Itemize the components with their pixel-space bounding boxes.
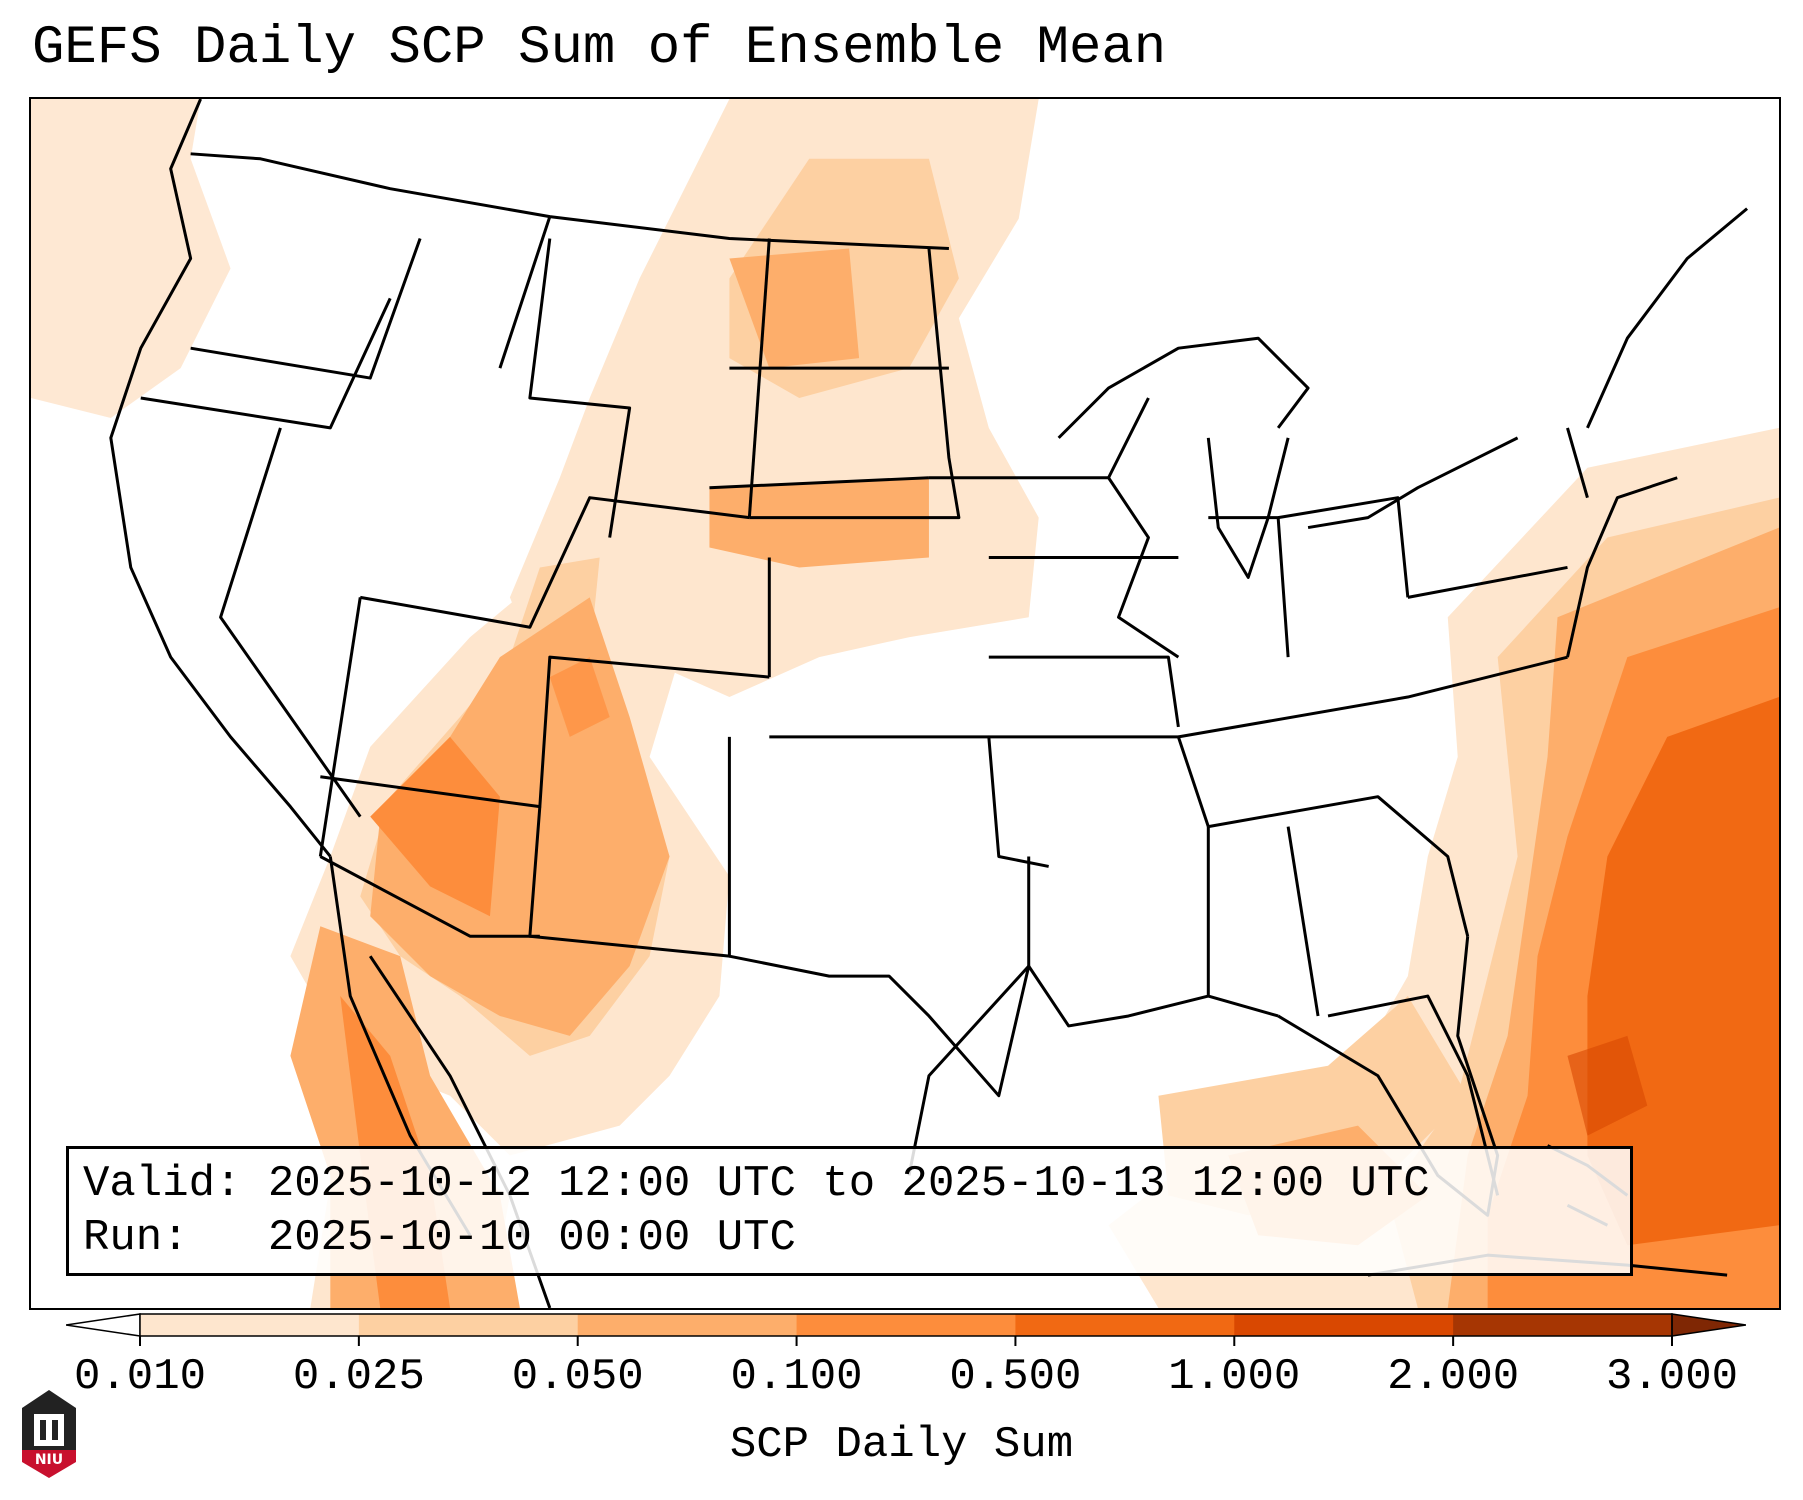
colorbar-outline bbox=[139, 1313, 1673, 1337]
colorbar-over-arrow bbox=[1671, 1313, 1746, 1337]
colorbar-segment bbox=[1015, 1314, 1235, 1336]
colorbar-segment bbox=[1453, 1314, 1673, 1336]
run-value: 2025-10-10 00:00 UTC bbox=[267, 1213, 796, 1263]
colorbar-ticks: 0.010 0.025 0.050 0.100 0.500 1.000 2.000 3.000 bbox=[0, 1352, 1803, 1412]
valid-line: Valid: 2025-10-12 12:00 UTC to 2025-10-1… bbox=[83, 1157, 1616, 1211]
colorbar-under-arrow bbox=[66, 1313, 141, 1337]
run-line: Run: 2025-10-10 00:00 UTC bbox=[83, 1211, 1616, 1265]
logo-text: NIU bbox=[34, 1452, 64, 1468]
run-label: Run: bbox=[83, 1213, 189, 1263]
scp-shading bbox=[31, 99, 1779, 1308]
colorbar-segment bbox=[358, 1314, 579, 1336]
colorbar-segment bbox=[140, 1314, 360, 1336]
colorbar-tick-label: 0.500 bbox=[949, 1352, 1082, 1402]
logo-red-band bbox=[22, 1450, 76, 1478]
colorbar-segment bbox=[796, 1314, 1016, 1336]
colorbar-segment bbox=[577, 1314, 798, 1336]
colorbar-label: SCP Daily Sum bbox=[729, 1420, 1074, 1470]
map-title: GEFS Daily SCP Sum of Ensemble Mean bbox=[32, 18, 1167, 79]
map-panel bbox=[29, 97, 1781, 1310]
boundaries bbox=[109, 99, 1749, 1308]
colorbar bbox=[66, 1313, 1746, 1346]
colorbar-tick-label: 0.050 bbox=[511, 1352, 644, 1402]
colorbar-tick-label: 0.100 bbox=[730, 1352, 863, 1402]
colorbar-tick-label: 0.010 bbox=[73, 1352, 207, 1402]
valid-run-info-box: Valid: 2025-10-12 12:00 UTC to 2025-10-1… bbox=[66, 1146, 1633, 1276]
colorbar-segment bbox=[1234, 1314, 1454, 1336]
valid-value: 2025-10-12 12:00 UTC to 2025-10-13 12:00… bbox=[267, 1159, 1430, 1209]
map-canvas bbox=[31, 99, 1779, 1308]
colorbar-tick-label: 3.000 bbox=[1605, 1352, 1739, 1402]
colorbar-tick-label: 0.025 bbox=[292, 1352, 425, 1402]
colorbar-tick-label: 1.000 bbox=[1168, 1352, 1301, 1402]
colorbar-tick-label: 2.000 bbox=[1387, 1352, 1520, 1402]
valid-label: Valid: bbox=[83, 1159, 242, 1209]
niu-logo bbox=[22, 1390, 76, 1478]
